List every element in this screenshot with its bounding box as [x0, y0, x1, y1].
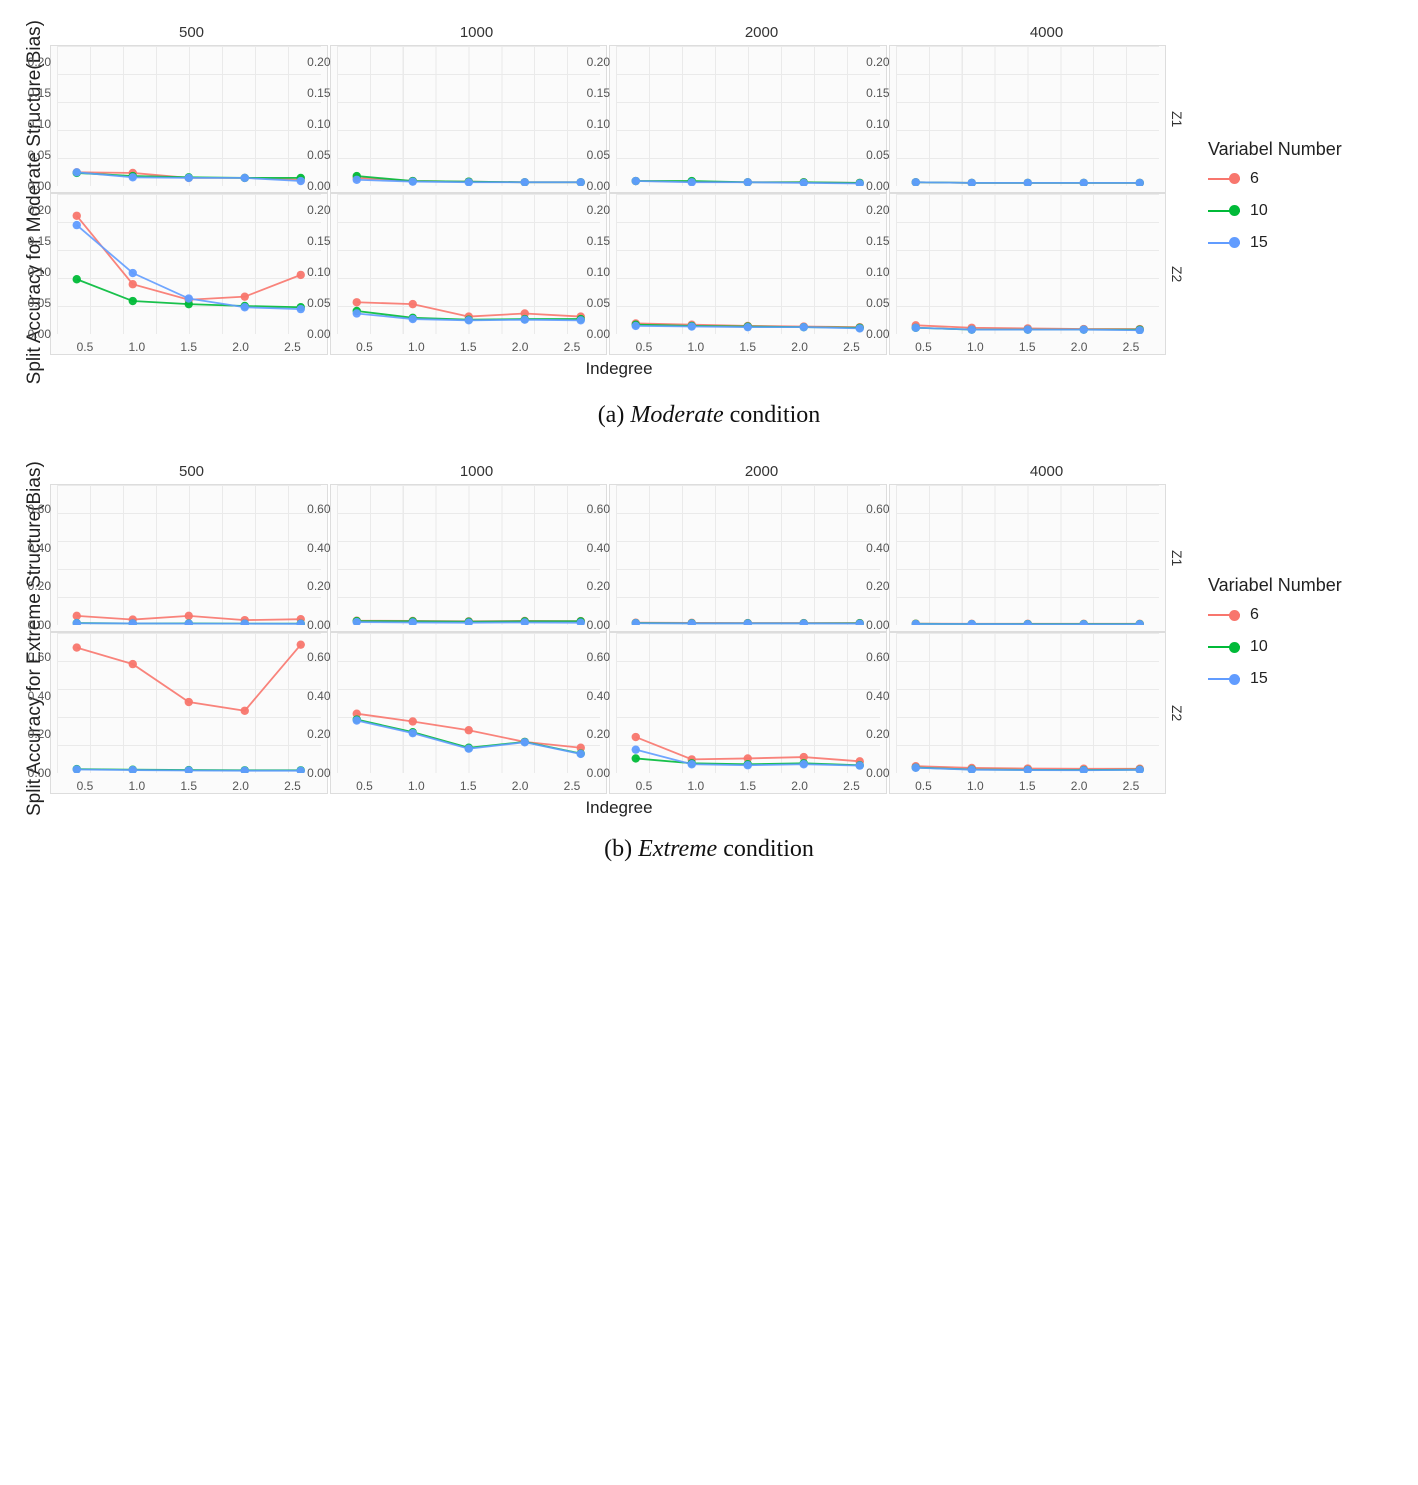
panel-b-1000-Z1: 0.00 0.20 0.40 0.60: [330, 484, 608, 632]
x-axis-ticks-a-500: 0.5 1.0 1.5 2.0 2.5: [57, 340, 321, 354]
legend-label-b-2: 15: [1250, 670, 1268, 688]
y-axis-ticks: 0.00 0.20 0.40 0.60: [23, 485, 53, 625]
legend-a: Variabel Number 6 10 15: [1188, 20, 1398, 384]
legend-label-a-0: 6: [1250, 170, 1259, 188]
y-axis-ticks: 0.00 0.20 0.40 0.60: [582, 633, 612, 773]
legend-label-b-1: 10: [1250, 638, 1268, 656]
x-axis-title-b: Indegree: [50, 798, 1188, 818]
x-axis-ticks-b-2000: 0.5 1.0 1.5 2.0 2.5: [616, 779, 880, 793]
legend-label-a-1: 10: [1250, 202, 1268, 220]
panel-b-4000-Z1: 0.00 0.20 0.40 0.60: [889, 484, 1167, 632]
legend-item-b-15: 15: [1208, 670, 1398, 688]
legend-b: Variabel Number 6 10 15: [1188, 459, 1398, 818]
panel-a-500-Z1: 0.00 0.05 0.10 0.15 0.20: [50, 45, 328, 193]
panel-a-1000-Z1: 0.00 0.05 0.10 0.15 0.20: [330, 45, 608, 193]
panel-b-1000-Z2: 0.00 0.20 0.40 0.60 0.5 1.0 1.5 2.0 2.5: [330, 632, 608, 794]
y-axis-ticks: 0.00 0.05 0.10 0.15 0.20: [303, 194, 333, 334]
panel-b-500-Z1: 0.00 0.20 0.40 0.60: [50, 484, 328, 632]
y-axis-ticks: 0.00 0.20 0.40 0.60: [23, 633, 53, 773]
panel-a-2000-Z1: 0.00 0.05 0.10 0.15 0.20: [609, 45, 887, 193]
y-axis-ticks: 0.00 0.05 0.10 0.15 0.20: [23, 194, 53, 334]
col-title-b-2: 2000: [620, 459, 903, 484]
col-title-a-0: 500: [50, 20, 333, 45]
panel-b-2000-Z2: 0.00 0.20 0.40 0.60 0.5 1.0 1.5 2.0 2.5: [609, 632, 887, 794]
col-title-a-1: 1000: [335, 20, 618, 45]
y-axis-ticks: 0.00 0.05 0.10 0.15 0.20: [862, 194, 892, 334]
legend-label-b-0: 6: [1250, 606, 1259, 624]
legend-title-b: Variabel Number: [1208, 575, 1398, 596]
x-axis-ticks-b-500: 0.5 1.0 1.5 2.0 2.5: [57, 779, 321, 793]
legend-title-a: Variabel Number: [1208, 139, 1398, 160]
panel-a-1000-Z2: 0.00 0.05 0.10 0.15 0.20 0.5 1.0 1.5 2.0 2.5: [330, 193, 608, 355]
x-axis-ticks-b-4000: 0.5 1.0 1.5 2.0 2.5: [896, 779, 1160, 793]
panel-a-4000-Z2: 0.00 0.05 0.10 0.15 0.20 0.5 1.0 1.5 2.0 2.5: [889, 193, 1167, 355]
col-title-b-1: 1000: [335, 459, 618, 484]
y-axis-ticks: 0.00 0.05 0.10 0.15 0.20: [582, 46, 612, 186]
caption-b: (b) Extreme condition: [20, 836, 1398, 863]
row-strip-label-a-Z1: Z1: [1166, 45, 1188, 193]
y-axis-ticks: 0.00 0.05 0.10 0.15 0.20: [303, 46, 333, 186]
y-axis-ticks: 0.00 0.05 0.10 0.15 0.20: [582, 194, 612, 334]
section-b: Split Accuracy for Extreme Structure(Bia…: [20, 459, 1398, 863]
panel-b-2000-Z1: 0.00 0.20 0.40 0.60: [609, 484, 887, 632]
legend-item-a-15: 15: [1208, 234, 1398, 252]
row-strip-label-b-Z2: Z2: [1166, 632, 1188, 794]
y-axis-ticks: 0.00 0.05 0.10 0.15 0.20: [862, 46, 892, 186]
legend-item-b-10: 10: [1208, 638, 1398, 656]
y-axis-ticks: 0.00 0.20 0.40 0.60: [303, 633, 333, 773]
legend-item-a-6: 6: [1208, 170, 1398, 188]
col-title-a-3: 4000: [905, 20, 1188, 45]
y-axis-ticks: 0.00 0.05 0.10 0.15 0.20: [23, 46, 53, 186]
panel-b-500-Z2: 0.00 0.20 0.40 0.60 0.5 1.0 1.5 2.0 2.5: [50, 632, 328, 794]
row-strip-label-a-Z2: Z2: [1166, 193, 1188, 355]
col-title-b-3: 4000: [905, 459, 1188, 484]
y-axis-ticks: 0.00 0.20 0.40 0.60: [862, 633, 892, 773]
x-axis-ticks-a-4000: 0.5 1.0 1.5 2.0 2.5: [896, 340, 1160, 354]
y-axis-ticks: 0.00 0.20 0.40 0.60: [303, 485, 333, 625]
caption-a: (a) Moderate condition: [20, 402, 1398, 429]
section-a: Split Accuracy for Moderate Structure(Bi…: [20, 20, 1398, 429]
x-axis-title-a: Indegree: [50, 359, 1188, 379]
row-strip-label-b-Z1: Z1: [1166, 484, 1188, 632]
x-axis-ticks-a-2000: 0.5 1.0 1.5 2.0 2.5: [616, 340, 880, 354]
y-axis-ticks: 0.00 0.20 0.40 0.60: [582, 485, 612, 625]
panel-b-4000-Z2: 0.00 0.20 0.40 0.60 0.5 1.0 1.5 2.0 2.5: [889, 632, 1167, 794]
x-axis-ticks-b-1000: 0.5 1.0 1.5 2.0 2.5: [337, 779, 601, 793]
panel-a-4000-Z1: 0.00 0.05 0.10 0.15 0.20: [889, 45, 1167, 193]
y-axis-ticks: 0.00 0.20 0.40 0.60: [862, 485, 892, 625]
legend-label-a-2: 15: [1250, 234, 1268, 252]
col-title-b-0: 500: [50, 459, 333, 484]
col-title-a-2: 2000: [620, 20, 903, 45]
panel-a-500-Z2: 0.00 0.05 0.10 0.15 0.20 0.5 1.0 1.5 2.0 2.5: [50, 193, 328, 355]
panel-a-2000-Z2: 0.00 0.05 0.10 0.15 0.20 0.5 1.0 1.5 2.0 2.5: [609, 193, 887, 355]
legend-item-a-10: 10: [1208, 202, 1398, 220]
x-axis-ticks-a-1000: 0.5 1.0 1.5 2.0 2.5: [337, 340, 601, 354]
legend-item-b-6: 6: [1208, 606, 1398, 624]
